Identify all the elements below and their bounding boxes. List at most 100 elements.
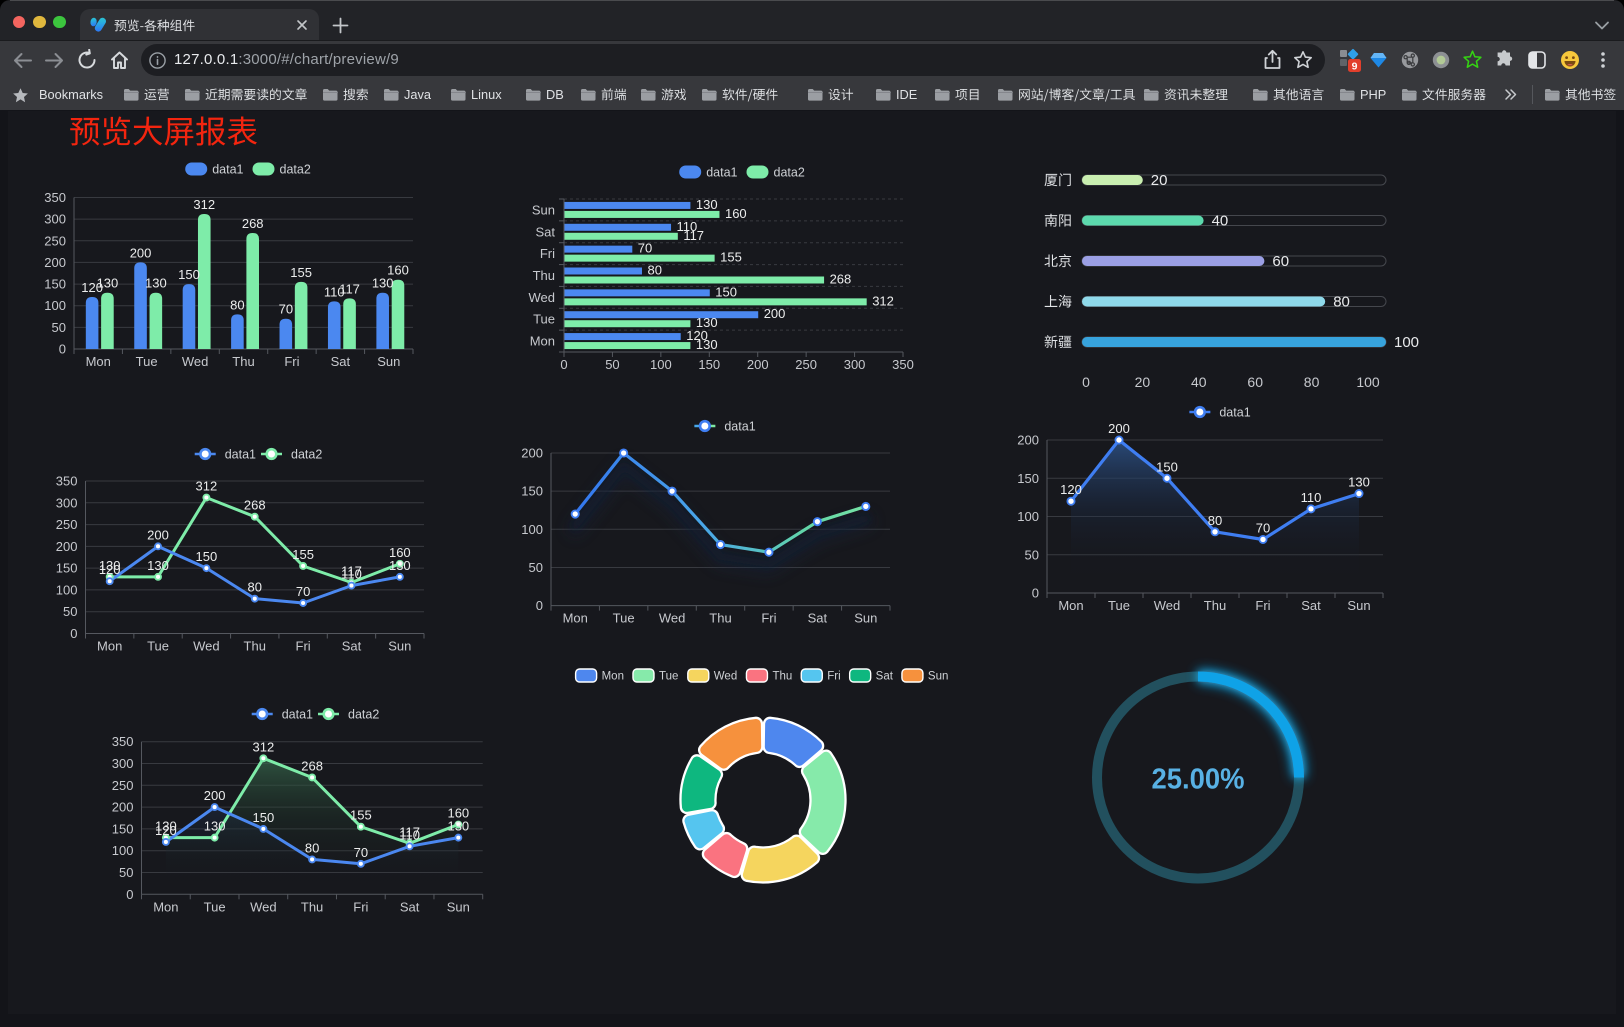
svg-text:120: 120 [81, 280, 103, 295]
svg-text:250: 250 [795, 357, 817, 372]
svg-text:150: 150 [253, 810, 275, 825]
svg-text:117: 117 [339, 281, 360, 296]
svg-text:Sun: Sun [377, 354, 400, 369]
svg-text:150: 150 [1017, 471, 1039, 486]
svg-text:250: 250 [44, 233, 66, 248]
svg-text:200: 200 [56, 539, 78, 554]
svg-text:50: 50 [119, 865, 133, 880]
svg-text:160: 160 [387, 263, 409, 278]
svg-text:350: 350 [44, 190, 66, 205]
svg-text:155: 155 [350, 808, 372, 823]
svg-text:20: 20 [1151, 172, 1168, 189]
svg-text:Sun: Sun [532, 202, 555, 217]
svg-text:Fri: Fri [827, 671, 840, 683]
svg-text:130: 130 [389, 558, 411, 573]
svg-text:Mon: Mon [97, 639, 122, 654]
svg-text:80: 80 [230, 297, 244, 312]
svg-text:150: 150 [56, 561, 78, 576]
svg-text:Wed: Wed [659, 611, 686, 626]
svg-text:Tue: Tue [1108, 598, 1130, 613]
svg-text:268: 268 [242, 216, 264, 231]
svg-text:110: 110 [677, 219, 698, 234]
svg-text:0: 0 [1082, 374, 1090, 390]
svg-text:Wed: Wed [250, 899, 277, 914]
svg-text:Sat: Sat [342, 639, 362, 654]
svg-text:100: 100 [1356, 374, 1380, 390]
svg-text:Mon: Mon [563, 611, 588, 626]
svg-text:300: 300 [112, 756, 134, 771]
svg-text:Fri: Fri [284, 354, 299, 369]
svg-text:130: 130 [1348, 475, 1370, 490]
svg-text:Wed: Wed [714, 671, 737, 683]
svg-text:150: 150 [715, 284, 737, 299]
svg-text:Thu: Thu [533, 268, 555, 283]
svg-text:Fri: Fri [540, 246, 555, 261]
svg-text:312: 312 [872, 293, 894, 308]
svg-text:70: 70 [1256, 520, 1270, 535]
svg-text:150: 150 [1156, 459, 1178, 474]
svg-text:200: 200 [1017, 433, 1039, 448]
svg-text:data1: data1 [1219, 405, 1250, 419]
svg-text:155: 155 [720, 250, 742, 265]
svg-text:130: 130 [97, 276, 119, 291]
svg-text:Sun: Sun [447, 899, 470, 914]
svg-text:Fri: Fri [761, 611, 776, 626]
svg-text:200: 200 [1108, 421, 1130, 436]
svg-text:100: 100 [1017, 509, 1039, 524]
svg-text:data1: data1 [724, 419, 755, 433]
svg-text:120: 120 [1060, 482, 1082, 497]
svg-text:80: 80 [248, 580, 262, 595]
svg-text:130: 130 [99, 558, 121, 573]
svg-text:Sat: Sat [535, 224, 555, 239]
svg-text:100: 100 [650, 357, 672, 372]
svg-text:data1: data1 [212, 162, 243, 176]
svg-text:Tue: Tue [147, 639, 169, 654]
svg-text:Mon: Mon [153, 899, 178, 914]
svg-text:117: 117 [683, 228, 704, 243]
svg-text:130: 130 [372, 276, 394, 291]
svg-text:350: 350 [56, 474, 78, 489]
svg-text:160: 160 [389, 545, 411, 560]
svg-text:200: 200 [147, 527, 169, 542]
svg-text:150: 150 [521, 484, 543, 499]
svg-text:25.00%: 25.00% [1152, 764, 1245, 796]
svg-text:268: 268 [830, 272, 852, 287]
svg-text:50: 50 [529, 560, 543, 575]
svg-text:80: 80 [1333, 294, 1350, 311]
svg-text:150: 150 [44, 277, 66, 292]
svg-text:Tue: Tue [204, 899, 226, 914]
svg-text:Tue: Tue [533, 312, 555, 327]
svg-text:120: 120 [686, 328, 708, 343]
svg-text:Thu: Thu [244, 639, 266, 654]
svg-text:100: 100 [112, 843, 134, 858]
svg-text:data2: data2 [774, 165, 805, 179]
svg-text:268: 268 [244, 498, 266, 513]
svg-text:Mon: Mon [530, 334, 555, 349]
svg-text:100: 100 [521, 522, 543, 537]
svg-text:80: 80 [1208, 513, 1222, 528]
svg-text:312: 312 [193, 197, 215, 212]
svg-text:Thu: Thu [772, 671, 792, 683]
svg-text:0: 0 [1032, 586, 1039, 601]
svg-text:200: 200 [747, 357, 769, 372]
svg-text:Sat: Sat [876, 671, 894, 683]
svg-text:0: 0 [126, 887, 133, 902]
svg-text:130: 130 [155, 819, 177, 834]
svg-text:350: 350 [892, 357, 914, 372]
svg-text:Sun: Sun [854, 611, 877, 626]
svg-text:Sat: Sat [808, 611, 828, 626]
svg-text:0: 0 [560, 357, 567, 372]
svg-text:200: 200 [204, 788, 226, 803]
svg-text:117: 117 [399, 824, 420, 839]
svg-text:200: 200 [521, 446, 543, 461]
svg-text:Sun: Sun [388, 639, 411, 654]
svg-text:80: 80 [1304, 374, 1320, 390]
svg-text:300: 300 [844, 357, 866, 372]
svg-text:Sun: Sun [1347, 598, 1370, 613]
svg-text:Wed: Wed [193, 639, 220, 654]
svg-text:50: 50 [605, 357, 619, 372]
svg-text:Wed: Wed [1154, 598, 1181, 613]
svg-text:Fri: Fri [353, 899, 368, 914]
svg-text:70: 70 [296, 584, 310, 599]
svg-text:117: 117 [341, 564, 362, 579]
